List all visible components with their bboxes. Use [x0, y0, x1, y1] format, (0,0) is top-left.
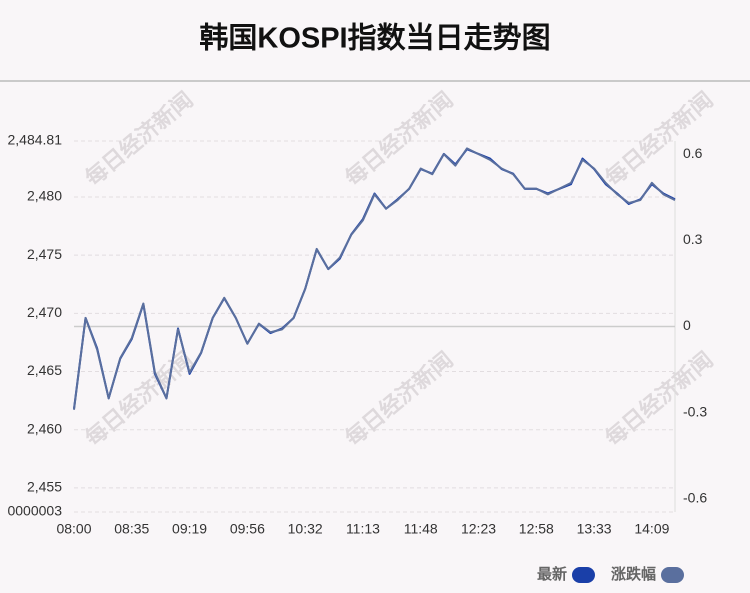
legend-label: 最新 [537, 565, 567, 583]
x-tick-label: 09:19 [172, 521, 207, 537]
y2-tick-label: 0.6 [683, 145, 703, 161]
y-tick-label: 2,475 [27, 246, 62, 262]
x-tick-label: 08:35 [114, 521, 149, 537]
chart-title: 韩国KOSPI指数当日走势图 [199, 22, 550, 55]
legend-label: 涨跌幅 [611, 565, 656, 583]
y2-tick-label: -0.6 [683, 490, 707, 506]
y-tick-label: 2,460 [27, 420, 62, 436]
y-tick-label: 2,484.81 [8, 132, 63, 148]
x-tick-label: 11:48 [404, 521, 438, 537]
y-tick-label: 0000003 [7, 503, 62, 519]
y2-tick-label: -0.3 [683, 403, 707, 419]
x-tick-label: 09:56 [230, 521, 265, 537]
x-tick-label: 10:32 [288, 521, 323, 537]
legend-swatch [571, 567, 595, 583]
legend-swatch [661, 567, 684, 583]
y-tick-label: 2,480 [27, 188, 62, 204]
y-tick-label: 2,465 [27, 362, 62, 378]
y-tick-label: 2,470 [27, 304, 62, 320]
y-tick-label: 2,455 [27, 479, 62, 495]
x-tick-label: 11:13 [346, 521, 380, 537]
x-tick-label: 14:09 [634, 521, 669, 537]
y2-tick-label: 0.3 [683, 231, 703, 247]
x-tick-label: 08:00 [56, 521, 91, 537]
y2-tick-label: 0 [683, 317, 691, 333]
x-tick-label: 12:23 [461, 521, 496, 537]
series-line [73, 147, 676, 410]
x-tick-label: 12:58 [519, 521, 554, 537]
x-tick-label: 13:33 [577, 521, 612, 537]
